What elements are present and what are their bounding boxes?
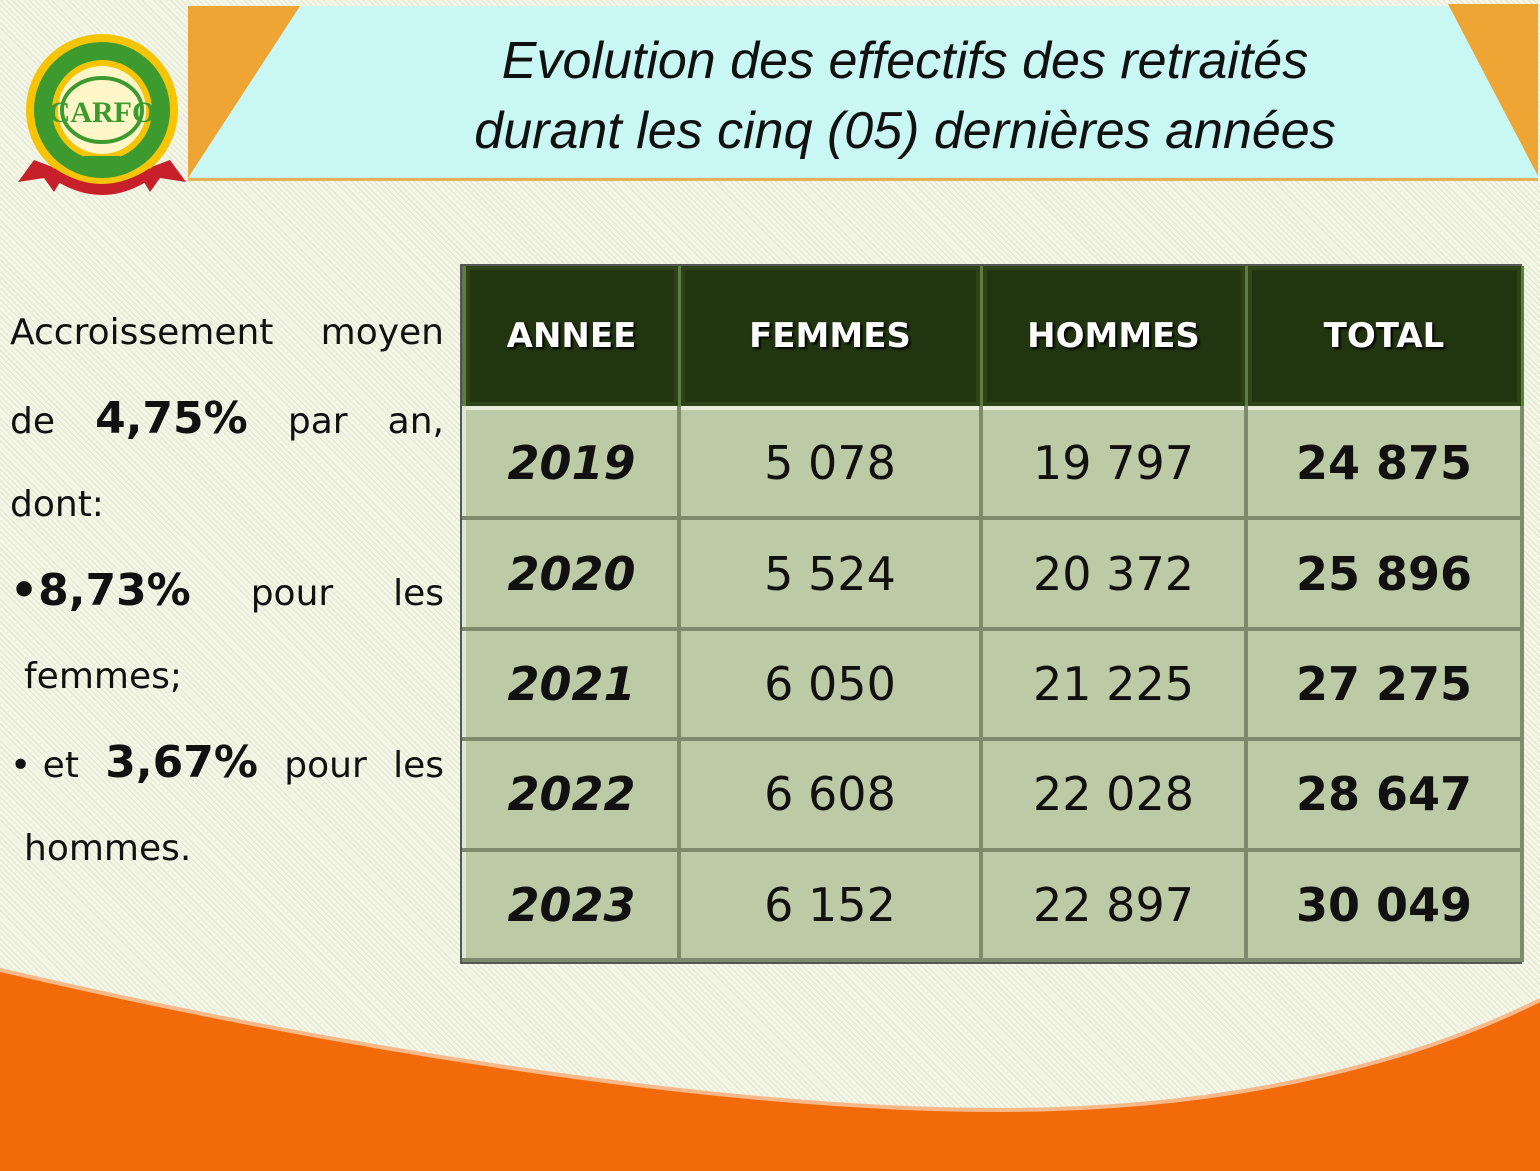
cell-women: 6 050 [677, 626, 983, 742]
women-growth-rate: •8,73% [10, 565, 191, 616]
cell-year: 2022 [462, 737, 681, 852]
average-growth-rate: 4,75% [95, 393, 248, 444]
banner-left-triangle [188, 6, 300, 178]
summary-text: • et [10, 745, 79, 786]
cell-men: 21 225 [979, 626, 1248, 742]
summary-line-4: •8,73% pour les [10, 565, 444, 656]
cell-women: 6 152 [677, 847, 983, 963]
cell-total: 28 647 [1244, 737, 1524, 852]
cell-total: 25 896 [1244, 516, 1524, 631]
cell-total: 30 049 [1244, 847, 1524, 963]
banner-right-triangle [1448, 4, 1538, 176]
summary-line-2: de 4,75% par an, [10, 393, 444, 484]
carfo-logo: CARFO [18, 34, 186, 195]
page-title: Evolution des effectifs des retraités du… [300, 26, 1510, 166]
summary-text: de [10, 401, 55, 442]
header-banner [188, 6, 1538, 181]
summary-line-3: dont: [10, 484, 444, 570]
header-year: ANNEE [462, 266, 681, 408]
cell-total: 27 275 [1244, 626, 1524, 742]
cell-men: 22 028 [979, 737, 1248, 852]
cell-women: 5 078 [677, 405, 983, 521]
summary-line-5: femmes; [10, 656, 444, 742]
summary-text: femmes; [24, 656, 182, 697]
cell-women: 5 524 [677, 516, 983, 631]
header-men: HOMMES [979, 266, 1248, 408]
cell-year: 2020 [462, 516, 681, 631]
summary-line-7: hommes. [10, 828, 444, 914]
header-women: FEMMES [677, 266, 983, 408]
cell-men: 19 797 [979, 405, 1248, 521]
header-total: TOTAL [1244, 266, 1524, 408]
cell-total: 24 875 [1244, 405, 1524, 521]
summary-text: les [393, 745, 444, 786]
summary-text: hommes. [24, 828, 192, 869]
summary-line-6: • et 3,67% pour les [10, 737, 444, 828]
logo-wordmark: CARFO [49, 96, 156, 129]
retirees-table: ANNEE FEMMES HOMMES TOTAL 2019 5 078 19 … [460, 264, 1524, 964]
table-header-row: ANNEE FEMMES HOMMES TOTAL [462, 266, 1524, 408]
summary-text: Accroissement [10, 312, 274, 353]
table-row: 2019 5 078 19 797 24 875 [462, 405, 1524, 521]
bottom-orange-wave [0, 968, 1540, 1171]
summary-text: an, [387, 401, 444, 442]
summary-line-1: Accroissement moyen [10, 312, 444, 398]
cell-year: 2021 [462, 626, 681, 742]
table-row: 2020 5 524 20 372 25 896 [462, 516, 1524, 631]
cell-women: 6 608 [677, 737, 983, 852]
summary-text: les [393, 573, 444, 614]
summary-text: par [287, 401, 348, 442]
summary-text: pour [250, 573, 334, 614]
summary-text: pour [284, 745, 367, 786]
summary-text: moyen [320, 312, 444, 353]
retirees-data-table: ANNEE FEMMES HOMMES TOTAL 2019 5 078 19 … [462, 266, 1524, 963]
summary-text: dont: [10, 484, 104, 525]
cell-men: 20 372 [979, 516, 1248, 631]
table-row: 2022 6 608 22 028 28 647 [462, 737, 1524, 852]
table-row: 2021 6 050 21 225 27 275 [462, 626, 1524, 742]
cell-year: 2023 [462, 847, 681, 963]
cell-year: 2019 [462, 405, 681, 521]
men-growth-rate: 3,67% [105, 737, 258, 788]
title-line-2: durant les cinq (05) dernières années [474, 102, 1336, 160]
growth-summary: Accroissement moyen de 4,75% par an, don… [10, 312, 444, 914]
cell-men: 22 897 [979, 847, 1248, 963]
table-row: 2023 6 152 22 897 30 049 [462, 847, 1524, 963]
title-line-1: Evolution des effectifs des retraités [501, 32, 1309, 90]
